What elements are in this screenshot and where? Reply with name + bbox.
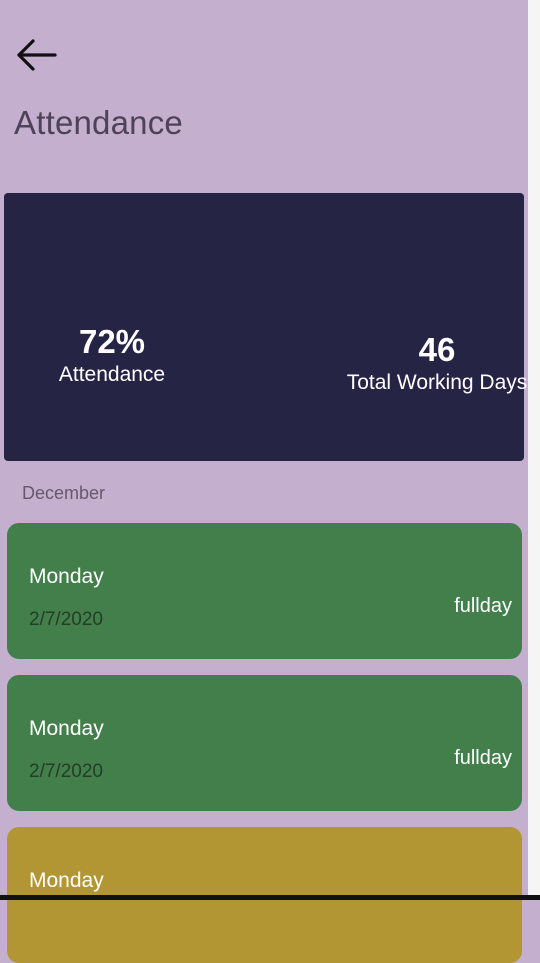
attendance-record-card[interactable]: Monday 2/7/2020 fullday: [7, 523, 522, 659]
record-day: Monday: [29, 717, 104, 740]
record-date: 2/7/2020: [29, 761, 103, 782]
attendance-record-card[interactable]: Monday 2/7/2020 fullday: [7, 675, 522, 811]
record-status: fullday: [454, 747, 512, 769]
arrow-left-icon: [14, 38, 58, 77]
record-status: fullday: [454, 595, 512, 617]
bottom-edge: [0, 895, 540, 900]
back-button[interactable]: [10, 34, 62, 80]
attendance-label: Attendance: [58, 363, 166, 386]
attendance-summary-card: 72% Attendance 46 Total Working Days: [4, 193, 527, 461]
attendance-stat: 72% Attendance: [52, 323, 172, 389]
record-day: Monday: [29, 565, 104, 588]
attendance-percentage: 72%: [78, 323, 146, 360]
month-header: December: [22, 483, 106, 503]
record-day: Monday: [29, 869, 104, 892]
working-days-label: Total Working Days: [346, 371, 528, 394]
working-days-count: 46: [418, 331, 456, 368]
screen-edge: [528, 0, 540, 900]
page-title: Attendance: [14, 104, 183, 141]
record-date: 2/7/2020: [29, 609, 103, 630]
working-days-stat: 46 Total Working Days: [332, 331, 540, 397]
